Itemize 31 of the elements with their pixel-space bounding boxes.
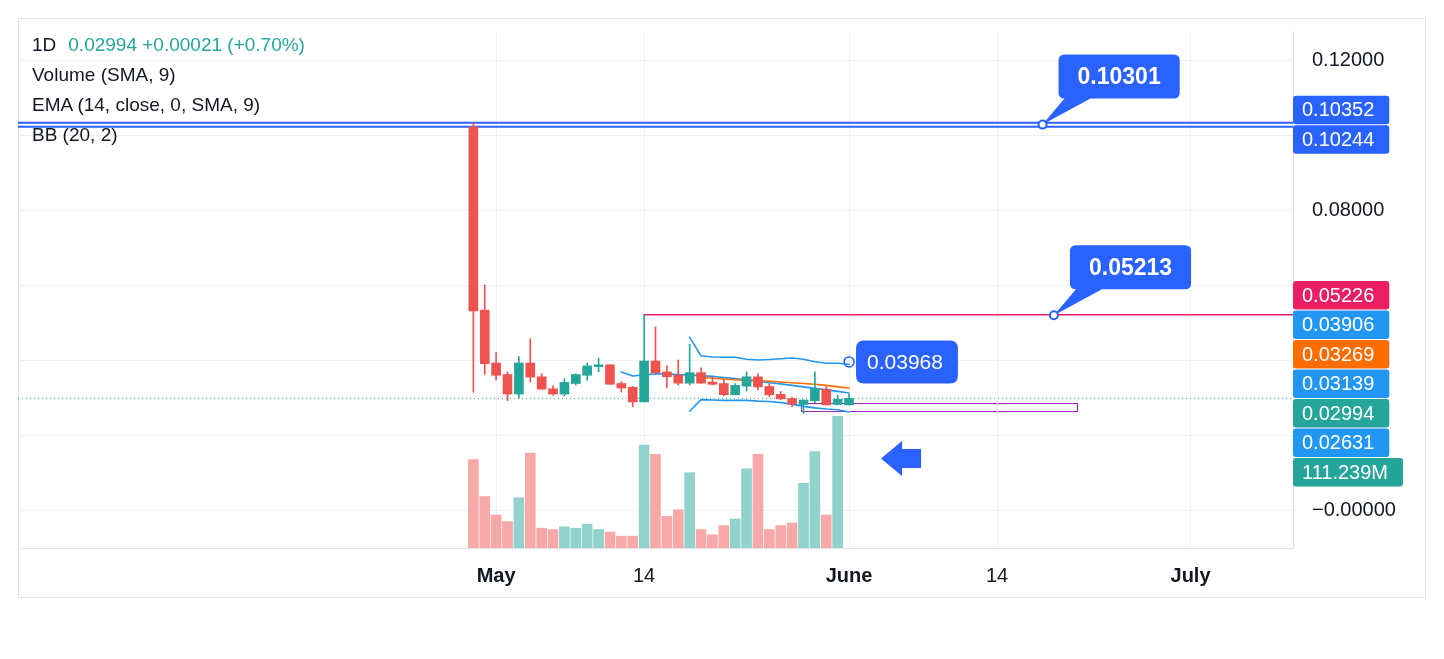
x-tick-label: 14 bbox=[985, 563, 1009, 586]
ref-line-label: 0.10352 bbox=[1302, 98, 1375, 121]
annotation: EMA (14, close, 0, SMA, 9) bbox=[32, 93, 262, 117]
y-tick-label: −0.00000 bbox=[1312, 498, 1396, 521]
x-tick-label: May bbox=[476, 563, 517, 586]
x-tick-label: July bbox=[1170, 563, 1212, 586]
annotation: 0.03968 bbox=[867, 349, 943, 373]
ref-line-label: 0.02994 bbox=[1302, 401, 1375, 424]
annotation: BB (20, 2) bbox=[32, 123, 119, 147]
ref-line-label: 0.10244 bbox=[1302, 128, 1375, 150]
bar bbox=[684, 472, 695, 548]
chart-title: 1D bbox=[32, 34, 57, 55]
annotation: 0.10301 bbox=[1077, 62, 1161, 89]
y-tick-label: 0.12000 bbox=[1312, 48, 1385, 71]
bar bbox=[832, 416, 843, 548]
y-tick-label: 0.08000 bbox=[1312, 198, 1385, 221]
text: 0.03906 bbox=[1302, 313, 1375, 336]
x-tick-label: June bbox=[825, 563, 873, 586]
annotation: 0.05213 bbox=[1088, 253, 1173, 280]
x-tick-label: 14 bbox=[632, 563, 656, 586]
bar bbox=[638, 444, 650, 548]
text: 0.03139 bbox=[1302, 372, 1375, 395]
chart-subtitle: 0.02994 +0.00021 (+0.70%) bbox=[68, 34, 305, 55]
text: 0.03269 bbox=[1302, 342, 1375, 365]
annotation: Volume (SMA, 9) bbox=[32, 63, 177, 87]
text: 111.239M bbox=[1302, 460, 1388, 483]
data-label: 0.05226 bbox=[1302, 283, 1375, 306]
bar bbox=[513, 497, 525, 548]
candlestick bbox=[605, 364, 615, 385]
text: 0.02631 bbox=[1302, 431, 1375, 454]
bar bbox=[820, 514, 832, 548]
